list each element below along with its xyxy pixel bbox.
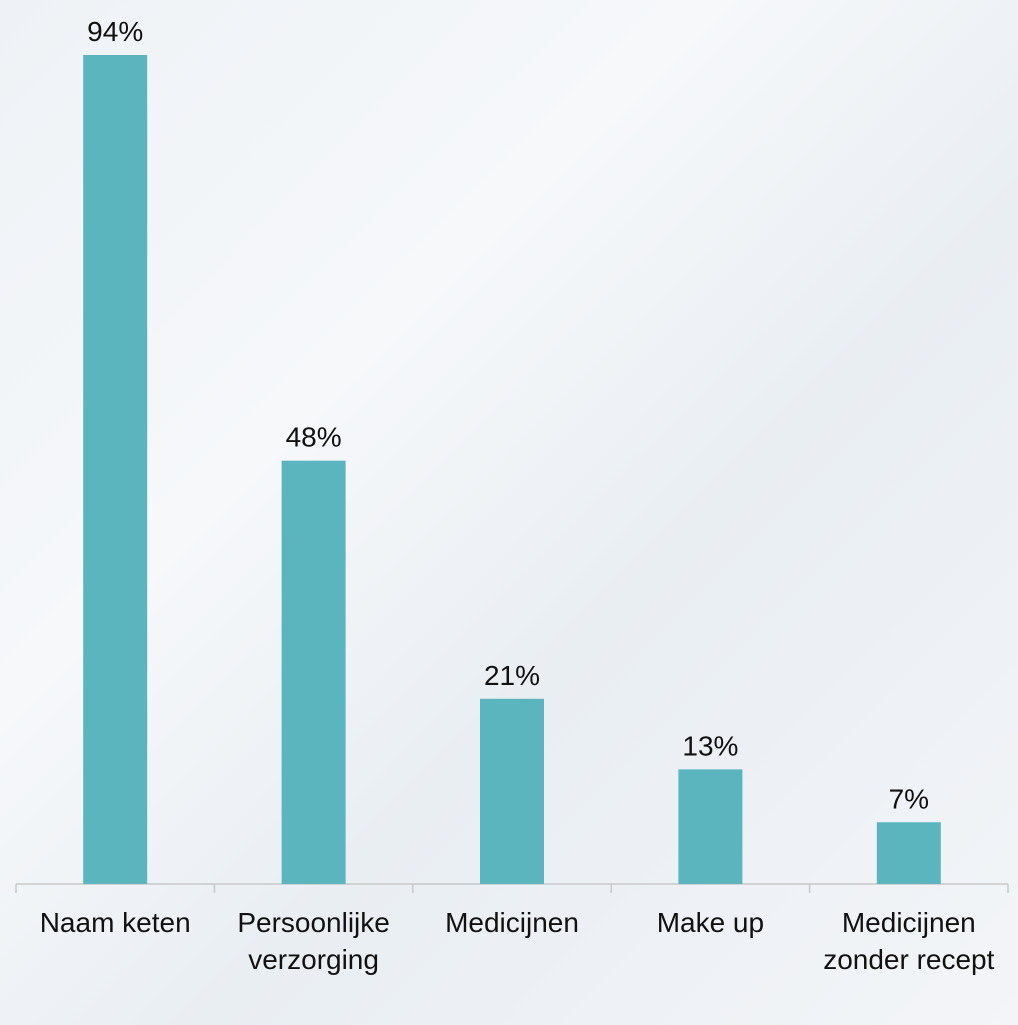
value-label: 21% (484, 660, 540, 691)
value-label: 7% (889, 783, 929, 814)
x-tick-label: Medicijnen (424, 904, 600, 941)
value-label: 48% (286, 422, 342, 453)
x-tick-label: Make up (622, 904, 798, 941)
chart: 94% 48% 21% 13% 7% (0, 0, 1018, 1025)
x-tick-label: Medicijnen zonder recept (821, 904, 997, 978)
page: {"chart_data": {"type": "bar", "categori… (0, 0, 1018, 1025)
value-label: 13% (682, 730, 738, 761)
bar (83, 55, 147, 884)
bar (282, 461, 346, 884)
bar (678, 769, 742, 884)
x-tick-label: Persoonlijke verzorging (226, 904, 402, 978)
value-label: 94% (87, 16, 143, 47)
bar (877, 822, 941, 884)
bar (480, 699, 544, 884)
x-tick-label: Naam keten (27, 904, 203, 941)
